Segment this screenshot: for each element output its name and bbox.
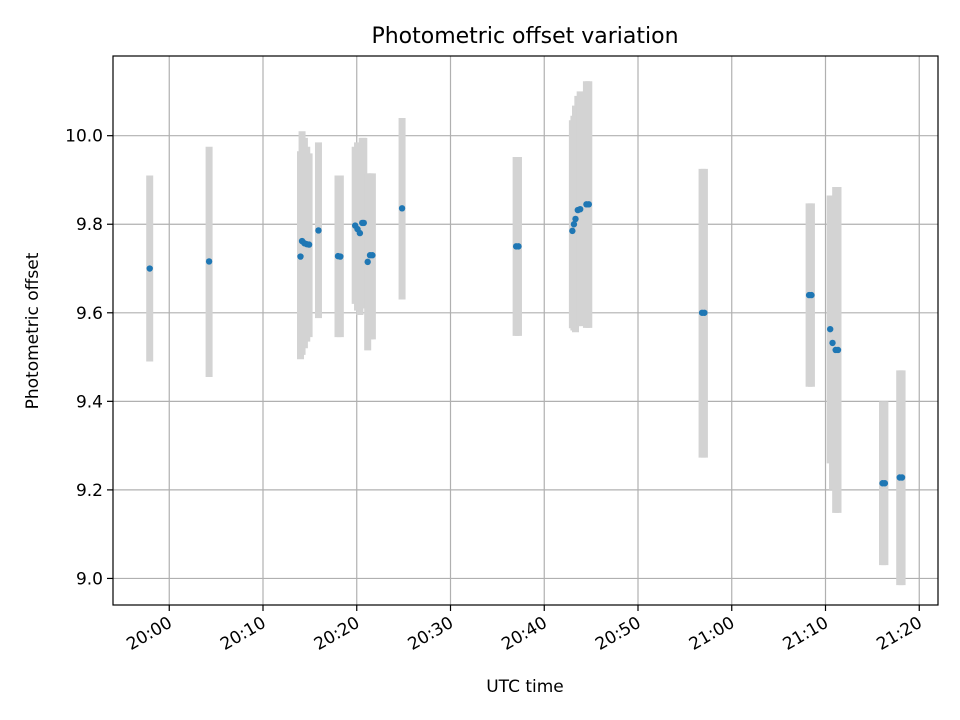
data-point	[369, 252, 376, 259]
y-axis-label: Photometric offset	[23, 252, 43, 409]
y-tick-label: 9.4	[76, 392, 103, 412]
data-points	[146, 201, 906, 487]
grid-lines	[113, 56, 938, 605]
data-point	[146, 265, 153, 272]
data-point	[829, 339, 836, 347]
data-point	[337, 253, 344, 260]
data-point	[305, 241, 313, 248]
y-axis-ticks: 9.0 9.2 9.4 9.6 9.8 10.0	[65, 127, 113, 589]
data-point	[576, 205, 584, 213]
data-point	[315, 227, 322, 234]
data-point	[569, 227, 576, 235]
y-tick-label: 9.8	[76, 215, 103, 235]
x-tick-label: 20:50	[592, 613, 644, 655]
data-point	[570, 221, 578, 228]
x-tick-label: 20:00	[123, 613, 175, 655]
x-tick-label: 20:40	[498, 613, 550, 655]
data-point	[398, 205, 406, 212]
data-point	[808, 291, 815, 299]
x-axis-ticks: 20:00 20:10 20:20 20:30 20:40 20:50 21:00 21:10…	[123, 605, 926, 655]
x-tick-label: 20:10	[217, 613, 269, 655]
data-point	[360, 219, 367, 227]
x-tick-label: 21:20	[873, 613, 925, 655]
data-point	[826, 325, 834, 333]
data-point	[515, 243, 522, 250]
x-axis-label: UTC time	[486, 677, 564, 697]
chart-title: Photometric offset variation	[371, 24, 678, 49]
data-point	[898, 474, 906, 481]
data-point	[585, 201, 592, 208]
x-tick-label: 21:00	[686, 613, 738, 655]
x-tick-label: 20:20	[311, 613, 363, 655]
data-point	[205, 258, 213, 265]
plot-frame	[112, 55, 939, 606]
data-point	[364, 258, 371, 266]
data-point	[356, 229, 364, 237]
data-point	[572, 215, 579, 223]
data-point	[297, 253, 304, 260]
y-tick-label: 9.2	[76, 481, 103, 501]
y-tick-label: 10.0	[65, 127, 103, 147]
x-tick-label: 21:10	[780, 613, 832, 655]
x-tick-label: 20:30	[405, 613, 457, 655]
data-point	[881, 480, 889, 487]
y-tick-label: 9.6	[76, 304, 103, 324]
data-point	[834, 346, 842, 354]
y-tick-label: 9.0	[76, 569, 103, 589]
data-point	[701, 309, 708, 316]
